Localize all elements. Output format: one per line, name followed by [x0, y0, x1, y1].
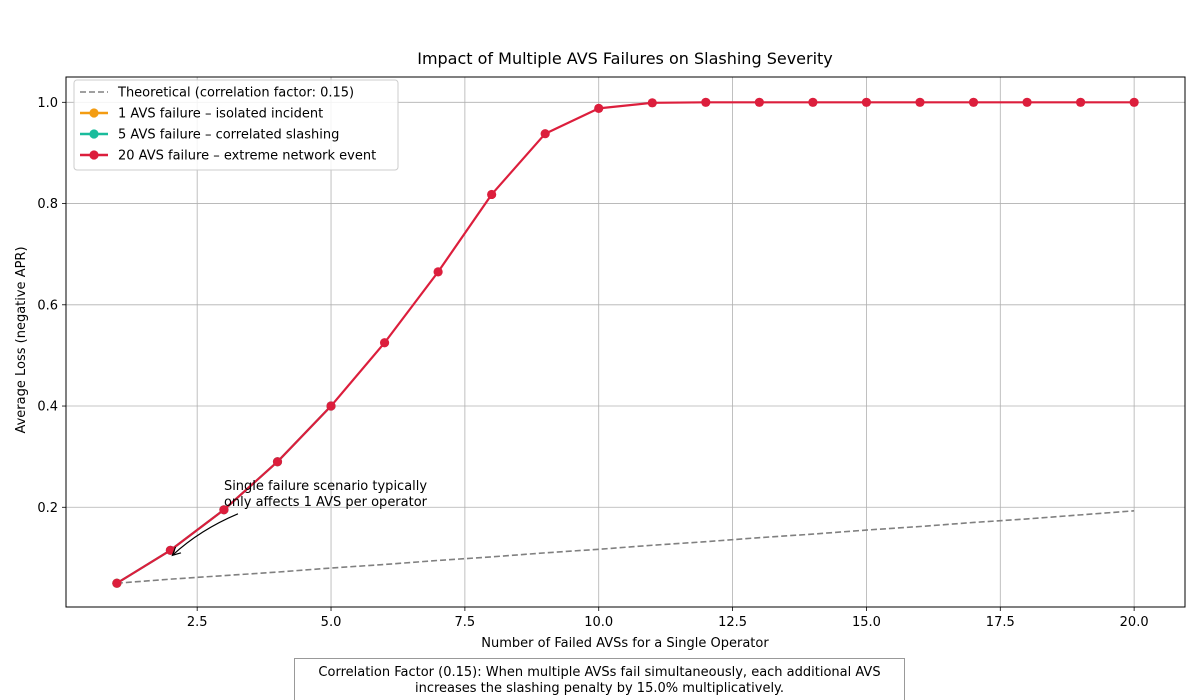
- y-axis-label: Average Loss (negative APR): [14, 246, 29, 433]
- annotation-text-line: Single failure scenario typically: [224, 479, 427, 494]
- series-line: [116, 101, 1135, 585]
- legend-label: Theoretical (correlation factor: 0.15): [117, 86, 354, 101]
- legend-marker-swatch: [89, 129, 99, 139]
- data-point: [968, 97, 979, 107]
- data-point: [647, 98, 657, 108]
- legend-frame: [73, 79, 399, 171]
- data-point: [326, 401, 336, 411]
- footnote-line-2: increases the slashing penalty by 15.0% …: [414, 681, 785, 696]
- legend-item-0: Theoretical (correlation factor: 0.15): [80, 86, 354, 101]
- data-point: [701, 97, 711, 107]
- x-tick-label: 7.5: [455, 615, 476, 630]
- series-line: [116, 510, 1135, 585]
- data-point: [915, 97, 925, 107]
- data-point: [433, 267, 443, 277]
- chart-title: Impact of Multiple AVS Failures on Slash…: [417, 49, 833, 68]
- series-0: [116, 510, 1135, 585]
- legend-box: Theoretical (correlation factor: 0.15) 1 …: [73, 79, 399, 171]
- legend-label: 1 AVS failure – isolated incident: [118, 107, 323, 122]
- plot-frame: [65, 76, 1186, 608]
- x-tick-label: 5.0: [321, 615, 342, 630]
- footnote-line-1: Correlation Factor (0.15): When multiple…: [318, 665, 881, 680]
- y-tick-label: 0.4: [37, 400, 58, 415]
- x-tick-label: 10.0: [584, 615, 613, 630]
- x-tick-label: 15.0: [852, 615, 881, 630]
- grid: [66, 77, 1185, 607]
- legend-label: 20 AVS failure – extreme network event: [118, 149, 376, 164]
- data-point: [219, 505, 229, 515]
- legend-item-1: 1 AVS failure – isolated incident: [80, 107, 323, 122]
- data-point: [754, 97, 764, 107]
- data-point: [112, 578, 122, 588]
- legend-item-2: 5 AVS failure – correlated slashing: [80, 128, 339, 143]
- data-point: [1075, 97, 1086, 107]
- annotation-text-line: only affects 1 AVS per operator: [224, 495, 428, 510]
- annotation-arrow: [172, 513, 239, 555]
- legend-item-3: 20 AVS failure – extreme network event: [80, 149, 376, 164]
- series-3: [112, 97, 1139, 588]
- data-point: [487, 189, 497, 200]
- data-point: [1129, 97, 1139, 107]
- data-point: [540, 129, 550, 139]
- x-axis-label: Number of Failed AVSs for a Single Opera…: [481, 636, 769, 651]
- y-tick-label: 1.0: [37, 96, 58, 111]
- series-layer: [112, 97, 1139, 588]
- data-point: [379, 338, 390, 348]
- x-tick-label: 17.5: [986, 615, 1015, 630]
- x-tick-label: 12.5: [718, 615, 747, 630]
- data-point: [1022, 97, 1032, 107]
- data-point: [272, 457, 283, 467]
- y-tick-label: 0.2: [37, 501, 58, 516]
- x-tick-label: 20.0: [1120, 615, 1149, 630]
- correlation-footnote: Correlation Factor (0.15): When multiple…: [294, 658, 905, 700]
- legend: Theoretical (correlation factor: 0.15) 1 …: [73, 79, 399, 171]
- legend-label: 5 AVS failure – correlated slashing: [118, 128, 339, 143]
- data-point: [808, 97, 818, 107]
- legend-marker-swatch: [89, 150, 99, 160]
- y-tick-label: 0.6: [37, 298, 58, 313]
- legend-marker-swatch: [89, 108, 99, 118]
- data-point: [594, 103, 604, 113]
- x-tick-label: 2.5: [187, 615, 208, 630]
- y-tick-label: 0.8: [37, 197, 58, 212]
- axes: 2.5 5.0 7.5 10.0 12.5 15.0 17.5 20.0 0.2 0.4 0.6 0.…: [37, 76, 1186, 630]
- data-point: [861, 97, 872, 107]
